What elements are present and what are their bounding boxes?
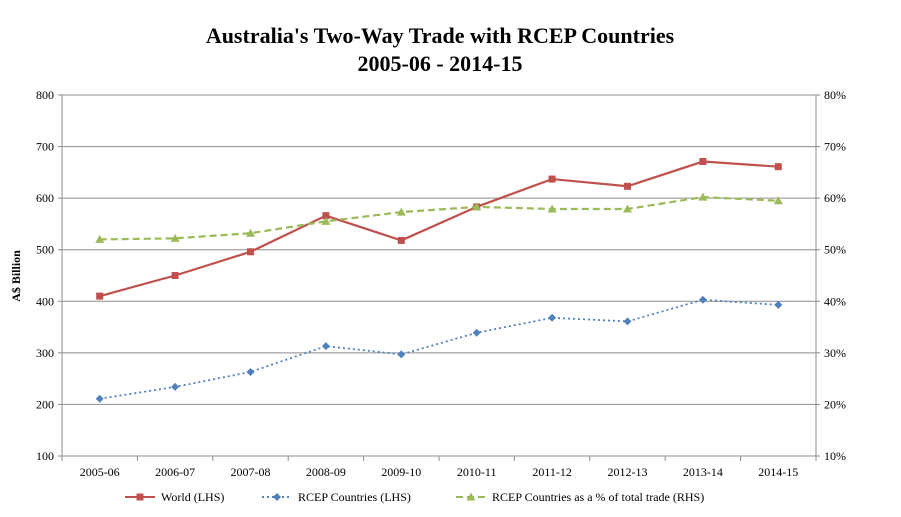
y2-tick-label: 80% (824, 88, 846, 102)
data-point (472, 328, 481, 337)
gridlines (62, 94, 816, 457)
y2-tick-label: 20% (824, 397, 846, 411)
y2-tick-label: 60% (824, 191, 846, 205)
data-point (698, 295, 707, 304)
x-tick-label: 2010-11 (457, 465, 497, 479)
data-point (95, 394, 104, 403)
axes: 100 200 300 400 500 600 700 800 10% 20% 30% 40% 50% 6… (36, 88, 846, 479)
x-tick-label: 2005-06 (80, 465, 120, 479)
data-point (773, 196, 783, 205)
data-point (397, 236, 405, 244)
y-tick-label: 300 (36, 346, 54, 360)
x-tick-label: 2012-13 (608, 465, 648, 479)
chart-subtitle: 2005-06 - 2014-15 (357, 51, 523, 76)
y2-tick-label: 50% (824, 243, 846, 257)
y-tick-label: 400 (36, 294, 54, 308)
series-line-3 (99, 196, 779, 241)
y2-tick-label: 70% (824, 140, 846, 154)
data-point (774, 163, 782, 171)
series-line-1 (99, 160, 779, 298)
x-tick-label: 2009-10 (381, 465, 421, 479)
y-axis-label: A$ Billion (9, 250, 23, 302)
data-point (472, 202, 482, 211)
legend-label: RCEP Countries (LHS) (298, 490, 411, 504)
data-point (246, 228, 255, 237)
data-point (170, 233, 180, 242)
data-point (623, 317, 632, 326)
data-point (699, 158, 707, 166)
data-point (396, 207, 406, 216)
data-point (171, 382, 180, 391)
data-point (548, 313, 557, 322)
legend-label: World (LHS) (161, 490, 224, 504)
y-tick-label: 200 (36, 397, 54, 411)
x-tick-label: 2007-08 (231, 465, 271, 479)
data-point (96, 292, 104, 300)
x-tick-label: 2014-15 (758, 465, 798, 479)
data-point (322, 212, 330, 220)
data-point (321, 342, 330, 351)
x-tick-label: 2011-12 (532, 465, 572, 479)
y-tick-label: 600 (36, 191, 54, 205)
data-point (136, 493, 144, 501)
x-tick-label: 2013-14 (683, 465, 723, 479)
data-point (466, 492, 476, 501)
data-point (547, 204, 557, 213)
series-group (95, 158, 783, 403)
y-tick-label: 800 (36, 88, 54, 102)
chart-title: Australia's Two-Way Trade with RCEP Coun… (205, 23, 675, 48)
y2-tick-label: 40% (824, 294, 846, 308)
x-tick-label: 2006-07 (155, 465, 195, 479)
data-point (623, 204, 632, 213)
data-point (246, 367, 255, 376)
y-tick-label: 100 (36, 449, 54, 463)
legend-label: RCEP Countries as a % of total trade (RH… (492, 490, 704, 504)
data-point (397, 350, 406, 359)
y-tick-label: 700 (36, 140, 54, 154)
legend: World (LHS) RCEP Countries (LHS) RCEP Coun… (125, 490, 704, 504)
y2-tick-label: 10% (824, 449, 846, 463)
x-tick-label: 2008-09 (306, 465, 346, 479)
data-point (95, 234, 105, 243)
y2-tick-label: 30% (824, 346, 846, 360)
data-point (171, 272, 179, 279)
data-point (774, 300, 783, 309)
data-point (247, 248, 254, 256)
data-point (273, 493, 281, 501)
data-point (321, 216, 331, 225)
series-line-2 (99, 298, 779, 400)
data-point (548, 175, 556, 183)
data-point (624, 182, 631, 190)
y-tick-label: 500 (36, 243, 54, 257)
data-point (698, 192, 708, 201)
